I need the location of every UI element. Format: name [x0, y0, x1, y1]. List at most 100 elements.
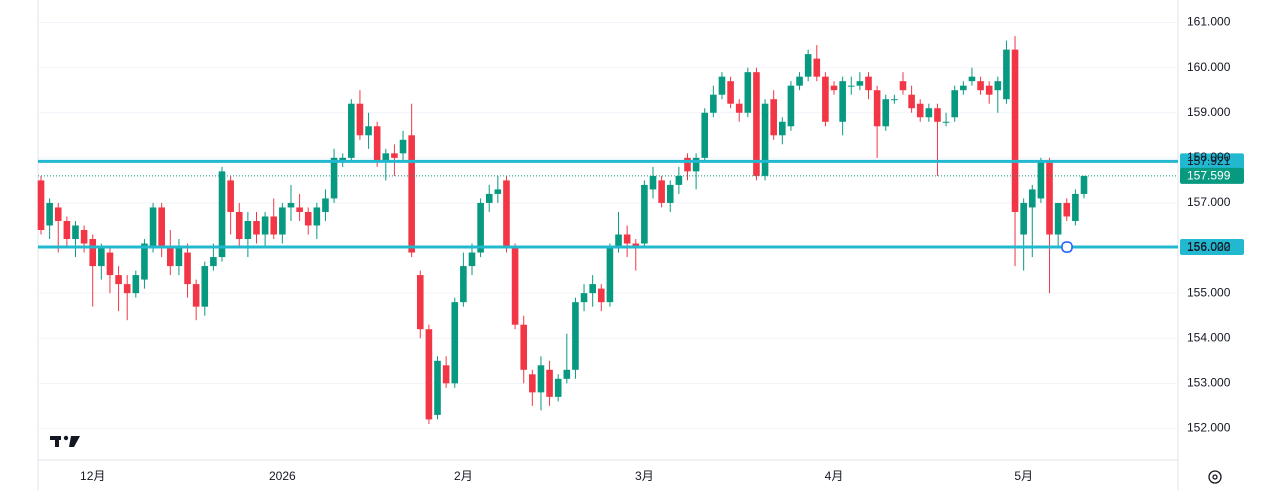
candle-body — [72, 225, 79, 240]
candle-body — [416, 275, 424, 330]
y-tick-label: 155.000 — [1187, 285, 1231, 299]
candle-body — [503, 180, 510, 249]
candle-body — [675, 175, 683, 185]
candle-body — [641, 184, 648, 244]
candle-body — [460, 266, 467, 303]
candle-body — [313, 207, 321, 226]
candle-body — [623, 234, 631, 244]
candle-body — [192, 284, 200, 307]
candle-body — [882, 99, 890, 127]
candle-body — [1003, 49, 1010, 100]
candle-body — [210, 257, 217, 267]
settings-icon[interactable] — [1208, 470, 1222, 484]
y-tick-label: 159.000 — [1187, 105, 1231, 119]
candle-body — [727, 81, 734, 104]
candle-body — [166, 248, 174, 267]
candle-body — [951, 90, 959, 118]
candle-body — [1063, 202, 1071, 217]
candle-body — [63, 220, 71, 240]
candle-body — [916, 103, 924, 118]
candle-body — [968, 76, 976, 82]
candle-body — [296, 207, 303, 212]
candle-body — [253, 220, 260, 235]
candle-body — [37, 180, 45, 230]
candle-body — [322, 198, 329, 212]
price-label: 157.921 — [1187, 154, 1231, 168]
candle-body — [141, 243, 148, 280]
candle-body — [468, 252, 476, 267]
candle-body — [813, 58, 821, 77]
candle-body — [270, 216, 278, 235]
x-tick-label: 4月 — [825, 469, 844, 483]
candle-body — [684, 157, 691, 172]
candle-body — [615, 234, 622, 249]
candle-body — [98, 248, 105, 267]
candle-body — [1046, 162, 1053, 235]
x-tick-label: 2026 — [269, 469, 296, 483]
candle-body — [434, 360, 441, 415]
candle-body — [649, 175, 657, 190]
candle-body — [261, 216, 269, 235]
candle-body — [529, 374, 536, 393]
candle-body — [1011, 49, 1019, 212]
candle-body — [692, 157, 700, 172]
candle-body — [925, 108, 933, 118]
candle-body — [934, 108, 941, 122]
overlay: 157.921 156.022 157.599 — [38, 153, 1244, 256]
candle-body — [985, 85, 993, 95]
candle-body — [106, 252, 114, 276]
candle-body — [1020, 202, 1027, 235]
candle-body — [735, 103, 743, 113]
price-label-bg — [1180, 153, 1244, 170]
candle-body — [1080, 175, 1088, 194]
candle-body — [451, 302, 459, 384]
y-tick-label: 160.000 — [1187, 60, 1231, 74]
candle-body — [485, 193, 493, 203]
candle-body — [494, 189, 502, 194]
y-tick-label: 161.000 — [1187, 15, 1231, 29]
price-label-bg — [1180, 239, 1244, 256]
logo — [50, 435, 80, 447]
candle-body — [279, 207, 286, 235]
candle-body — [391, 153, 398, 158]
candle-body — [572, 302, 579, 370]
x-tick-label: 12月 — [80, 469, 105, 483]
candle-body — [218, 171, 226, 258]
candle-body — [753, 72, 760, 176]
candle-body — [348, 103, 355, 158]
candle-body — [908, 94, 915, 109]
candle-body — [589, 284, 596, 294]
y-tick-label: 153.000 — [1187, 376, 1231, 390]
candle-body — [580, 293, 588, 303]
candle-body — [1028, 189, 1036, 208]
candle-body — [942, 121, 950, 123]
candle-body — [899, 81, 907, 91]
candle-body — [382, 153, 390, 163]
candle-body — [442, 365, 450, 384]
candle-body — [132, 275, 140, 294]
candle-body — [658, 180, 665, 203]
candle-body — [227, 180, 234, 212]
candle-body — [960, 85, 967, 91]
candle-body — [80, 230, 88, 244]
candle-body — [520, 324, 528, 370]
candle-body — [184, 252, 191, 285]
candle-body — [701, 112, 709, 158]
candle-body — [54, 207, 62, 221]
candle-body — [994, 81, 1002, 91]
candles — [37, 36, 1088, 424]
candle-body — [89, 239, 97, 267]
x-tick-label: 5月 — [1014, 469, 1033, 483]
candle-body — [718, 76, 726, 95]
x-tick-label: 3月 — [635, 469, 654, 483]
candle-body — [761, 103, 769, 176]
candle-body — [563, 369, 571, 379]
price-label: 156.022 — [1187, 240, 1231, 254]
y-tick-label: 156.000 — [1187, 240, 1231, 254]
candle-body — [408, 135, 415, 253]
last-price-label-bg — [1180, 167, 1244, 184]
candle-body — [546, 369, 553, 397]
candle-body — [796, 76, 803, 86]
